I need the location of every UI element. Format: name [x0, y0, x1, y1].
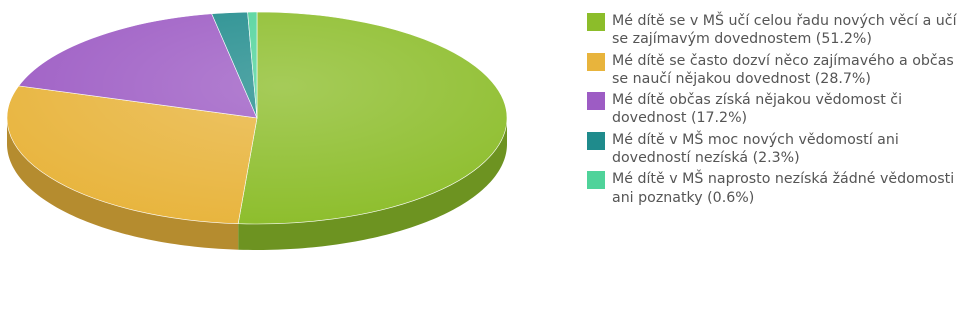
legend-item: Mé dítě se v MŠ učí celou řadu nových vě…	[587, 12, 957, 49]
legend-label: Mé dítě občas získá nějakou vědomost či …	[612, 92, 903, 127]
pie-chart	[6, 11, 508, 250]
legend-label: Mé dítě v MŠ moc nových vědomostí ani do…	[612, 131, 899, 167]
legend-label: Mé dítě v MŠ naprosto nezíská žádné vědo…	[612, 171, 955, 206]
legend-label: Mé dítě se často dozví něco zajímavého a…	[612, 52, 954, 87]
legend-label: Mé dítě se v MŠ učí celou řadu nových vě…	[612, 13, 957, 48]
legend-swatch	[587, 13, 605, 31]
legend-swatch	[587, 171, 605, 190]
legend-swatch	[587, 52, 605, 71]
legend-item: Mé dítě v MŠ moc nových vědomostí ani do…	[587, 131, 957, 168]
legend-swatch	[587, 131, 605, 150]
legend: Mé dítě se v MŠ učí celou řadu nových vě…	[587, 12, 957, 210]
legend-item: Mé dítě občas získá nějakou vědomost či …	[587, 91, 957, 128]
legend-item: Mé dítě se často dozví něco zajímavého a…	[587, 52, 957, 89]
legend-item: Mé dítě v MŠ naprosto nezíská žádné vědo…	[587, 170, 957, 207]
legend-swatch	[587, 92, 605, 111]
